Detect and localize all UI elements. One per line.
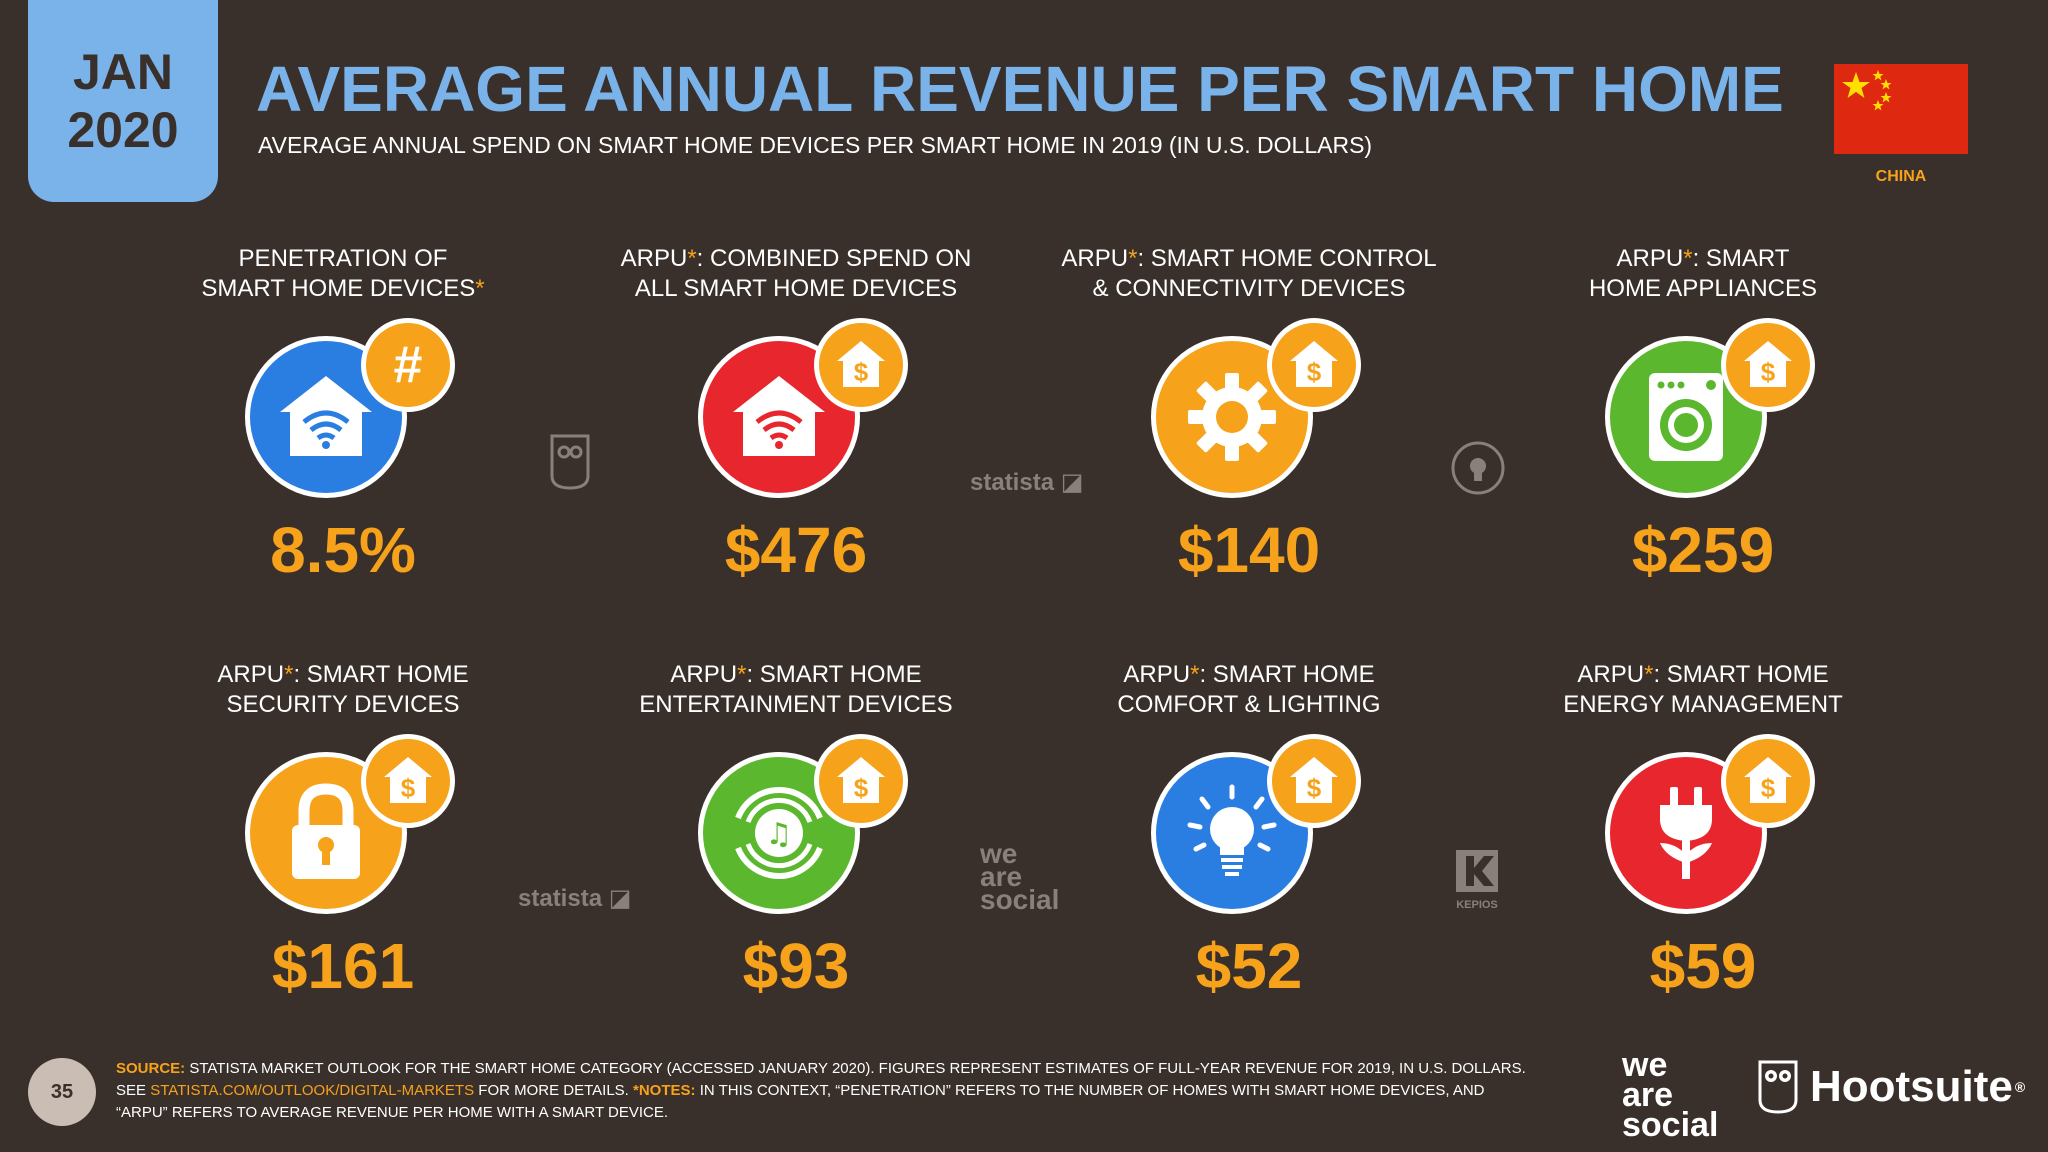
hash-icon: # (361, 318, 455, 412)
dollar-home-icon: $ (1267, 318, 1361, 412)
tile-label-line2: ALL SMART HOME DEVICES (634, 275, 958, 302)
tile-appliances: ARPU*: SMART HOME APPLIANCES $ $259 (1503, 242, 1903, 586)
tile-label-line2: COMFORT & LIGHTING (1117, 691, 1381, 718)
svg-text:$: $ (1307, 357, 1322, 387)
tile-label-line1: : SMART HOME (293, 661, 469, 688)
kepios-logo-icon (1456, 850, 1498, 892)
page-subtitle: AVERAGE ANNUAL SPEND ON SMART HOME DEVIC… (258, 132, 1373, 158)
tile-label-line1: PENETRATION OF (238, 245, 448, 272)
date-month: JAN (72, 44, 174, 100)
hootsuite-logo: Hootsuite ® (1756, 1058, 2025, 1116)
we-are-social-logo: we are social (1622, 1046, 1719, 1144)
tile-value: $52 (1195, 930, 1303, 1002)
dollar-home-icon: $ (814, 734, 908, 828)
asterisk: * (1190, 661, 1200, 688)
we-are-social-watermark: we are social (980, 838, 1060, 915)
asterisk: * (1644, 661, 1654, 688)
svg-text:♫: ♫ (766, 817, 793, 852)
dollar-home-icon: $ (814, 318, 908, 412)
svg-text:$: $ (1761, 773, 1776, 803)
tile-label-prefix: ARPU (1123, 661, 1191, 688)
tile-penetration: PENETRATION OF SMART HOME DEVICES* # 8.5… (143, 242, 543, 586)
asterisk: * (737, 661, 747, 688)
china-flag-icon (1834, 64, 1968, 154)
tile-label-prefix: ARPU (1616, 245, 1684, 272)
tile-label-line2: HOME APPLIANCES (1588, 275, 1818, 302)
tile-label-line1: : SMART (1692, 245, 1790, 272)
tile-value: $140 (1177, 514, 1321, 586)
tile-energy-management: ARPU*: SMART HOME ENERGY MANAGEMENT $ $5… (1503, 658, 1903, 1002)
lightbulb-watermark-icon (1450, 440, 1506, 501)
tile-label-line1: : SMART HOME (1199, 661, 1375, 688)
svg-text:$: $ (1761, 357, 1776, 387)
svg-text:$: $ (854, 357, 869, 387)
tile-label-line2: SMART HOME DEVICES (201, 275, 476, 302)
asterisk: * (687, 245, 697, 272)
tile-combined-spend: ARPU*: COMBINED SPEND ON ALL SMART HOME … (596, 242, 996, 586)
asterisk: * (284, 661, 294, 688)
hootsuite-owl-watermark-icon (548, 432, 592, 497)
svg-text:$: $ (854, 773, 869, 803)
statista-watermark: statista ◪ (518, 885, 632, 912)
tile-label-line1: : COMBINED SPEND ON (696, 245, 972, 272)
page-title: AVERAGE ANNUAL REVENUE PER SMART HOME (256, 53, 1784, 125)
tile-label-prefix: ARPU (1061, 245, 1129, 272)
dollar-home-icon: $ (1721, 734, 1815, 828)
tile-label-prefix: ARPU (1577, 661, 1645, 688)
registered-mark: ® (2014, 1079, 2026, 1095)
tile-comfort-lighting: ARPU*: SMART HOME COMFORT & LIGHTING (1049, 658, 1449, 1002)
hootsuite-owl-icon (1758, 1060, 1798, 1114)
tile-value: $161 (271, 930, 415, 1002)
tile-value: $93 (742, 930, 850, 1002)
dollar-home-icon: $ (1267, 734, 1361, 828)
date-badge: JAN 2020 (28, 0, 218, 202)
country-label: CHINA (1875, 168, 1927, 185)
statista-link[interactable]: STATISTA.COM/OUTLOOK/DIGITAL-MARKETS (150, 1082, 475, 1099)
tile-value: $259 (1631, 514, 1775, 586)
tile-value: $476 (724, 514, 868, 586)
kepios-watermark: KEPIOS (1454, 848, 1500, 911)
tile-security: ARPU*: SMART HOME SECURITY DEVICES $ $16… (143, 658, 543, 1002)
tile-value: $59 (1649, 930, 1757, 1002)
tile-label-line2: ENTERTAINMENT DEVICES (639, 691, 953, 718)
speaker-icon: ♫ (698, 752, 860, 914)
page-number: 35 (28, 1058, 96, 1126)
dollar-home-icon: $ (361, 734, 455, 828)
asterisk: * (1128, 245, 1138, 272)
tile-entertainment: ARPU*: SMART HOME ENTERTAINMENT DEVICES … (596, 658, 996, 1002)
footer-source: SOURCE: STATISTA MARKET OUTLOOK FOR THE … (116, 1060, 1526, 1121)
dollar-home-icon: $ (1721, 318, 1815, 412)
tile-label-prefix: ARPU (670, 661, 738, 688)
tile-label-line1: : SMART HOME (1653, 661, 1829, 688)
tile-label-line2: SECURITY DEVICES (226, 691, 460, 718)
asterisk: * (475, 275, 485, 302)
asterisk: * (1683, 245, 1693, 272)
date-year: 2020 (67, 102, 179, 158)
tile-label-line2: ENERGY MANAGEMENT (1563, 691, 1843, 718)
tile-label-line2: & CONNECTIVITY DEVICES (1092, 275, 1406, 302)
tile-label-line1: : SMART HOME CONTROL (1137, 245, 1437, 272)
svg-text:$: $ (1307, 773, 1322, 803)
tile-value: 8.5% (270, 514, 416, 586)
tile-label-prefix: ARPU (217, 661, 285, 688)
tile-label-prefix: ARPU (620, 245, 688, 272)
svg-text:$: $ (401, 773, 416, 803)
tile-label-line1: : SMART HOME (746, 661, 922, 688)
tile-control-connectivity: ARPU*: SMART HOME CONTROL & CONNECTIVITY… (1049, 242, 1449, 586)
statista-watermark: statista ◪ (970, 469, 1084, 496)
